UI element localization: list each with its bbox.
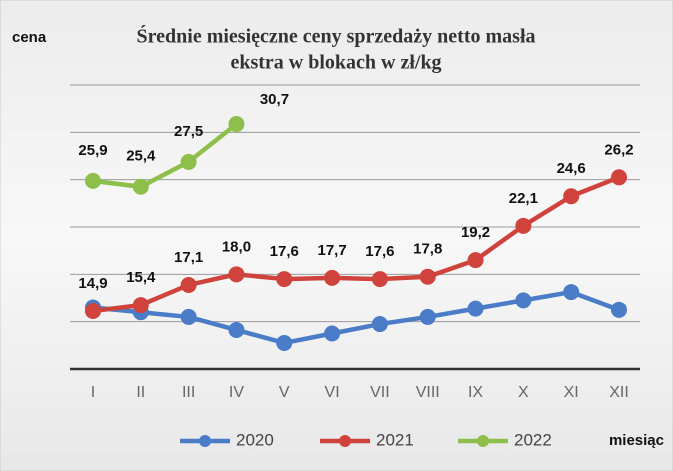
series-line — [92, 122, 238, 190]
data-label: 22,1 — [509, 190, 538, 207]
x-tick-label: V — [279, 384, 290, 401]
x-tick-label: VII — [370, 384, 390, 401]
data-point — [515, 217, 532, 234]
x-tick-label: VIII — [416, 384, 440, 401]
data-point — [467, 300, 484, 317]
data-label: 26,2 — [604, 141, 633, 158]
data-label: 15,4 — [126, 269, 156, 286]
x-tick-label: III — [182, 384, 195, 401]
data-point — [563, 284, 580, 301]
data-label: 24,6 — [557, 160, 586, 177]
data-label: 27,5 — [174, 123, 203, 140]
data-label: 19,2 — [461, 224, 490, 241]
series-line — [92, 175, 620, 314]
data-point — [180, 276, 197, 293]
data-label: 25,9 — [78, 142, 107, 159]
legend-swatch — [199, 435, 211, 447]
data-point — [132, 178, 149, 195]
data-point — [276, 271, 293, 288]
data-label: 25,4 — [126, 148, 156, 165]
x-tick-label: XI — [564, 384, 579, 401]
data-label: 18,0 — [222, 238, 251, 255]
data-label: 17,6 — [270, 243, 299, 260]
x-tick-label: XII — [609, 384, 629, 401]
x-axis-label: miesiąc — [609, 432, 664, 449]
data-label: 17,6 — [365, 243, 394, 260]
x-tick-label: IX — [468, 384, 483, 401]
data-point — [515, 292, 532, 309]
data-label: 17,1 — [174, 249, 203, 266]
data-point — [371, 316, 388, 333]
data-point — [611, 301, 627, 318]
data-point — [419, 268, 436, 285]
data-point — [467, 252, 484, 269]
data-point — [228, 116, 245, 133]
data-point — [276, 334, 293, 351]
data-point — [180, 308, 197, 325]
data-label: 17,8 — [413, 241, 442, 258]
data-point — [419, 308, 436, 325]
data-label: 17,7 — [317, 242, 346, 259]
series-line — [92, 289, 620, 346]
legend-label: 2022 — [514, 430, 552, 449]
data-label: 30,7 — [260, 91, 289, 108]
x-tick-label: VI — [325, 384, 340, 401]
data-point — [228, 321, 245, 338]
x-tick-label: IV — [229, 384, 244, 401]
data-point — [85, 172, 101, 189]
chart-title: Średnie miesięczne ceny sprzedaży netto … — [137, 24, 536, 48]
y-axis-label: cena — [12, 29, 47, 46]
x-tick-label: X — [518, 384, 529, 401]
data-point — [324, 269, 341, 286]
data-point — [85, 303, 101, 320]
legend-swatch — [339, 435, 351, 447]
legend-label: 2020 — [236, 430, 274, 449]
data-point — [132, 297, 149, 314]
data-point — [611, 169, 627, 186]
legend-label: 2021 — [376, 430, 414, 449]
chart-title: ekstra w blokach w zł/kg — [230, 52, 441, 74]
data-point — [563, 188, 580, 205]
x-tick-label: II — [136, 384, 145, 401]
x-tick-label: I — [91, 384, 95, 401]
data-label: 14,9 — [78, 275, 107, 292]
data-point — [371, 271, 388, 288]
legend-swatch — [477, 435, 489, 447]
data-point — [228, 266, 245, 283]
data-point — [180, 153, 197, 170]
data-point — [324, 325, 341, 342]
